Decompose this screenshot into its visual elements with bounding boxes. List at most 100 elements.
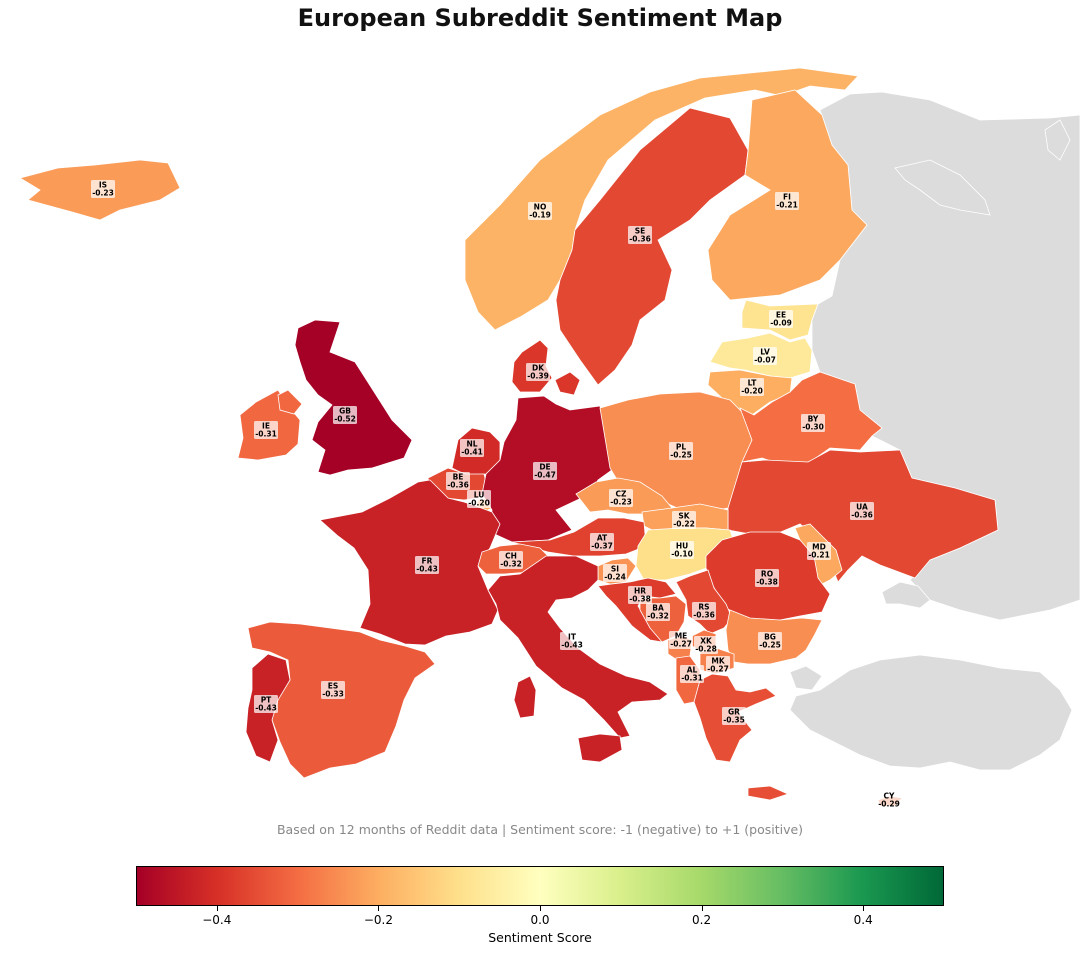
country-code: BG — [764, 633, 776, 642]
country-it[interactable] — [487, 555, 669, 763]
country-score: -0.36 — [629, 235, 651, 244]
colorbar-tick-label: 0.2 — [692, 913, 712, 927]
country-no[interactable] — [464, 67, 859, 331]
country-shape[interactable] — [747, 785, 790, 801]
colorbar-tick — [863, 906, 865, 911]
label-background — [758, 632, 782, 650]
country-label-si: SI-0.24 — [603, 564, 627, 582]
country-label-ua: UA-0.36 — [850, 502, 874, 520]
label-background — [91, 180, 115, 198]
country-label-me: ME-0.27 — [669, 631, 693, 649]
label-background — [628, 586, 652, 604]
country-label-bg: BG-0.25 — [758, 632, 782, 650]
country-score: -0.21 — [808, 551, 830, 560]
country-code: NL — [466, 440, 477, 449]
label-background — [669, 442, 693, 460]
country-score: -0.39 — [527, 372, 549, 381]
country-se[interactable] — [555, 107, 749, 386]
label-background — [850, 502, 874, 520]
country-score: -0.22 — [673, 520, 695, 529]
colorbar-tick — [701, 906, 703, 911]
country-label-ie: IE-0.31 — [254, 421, 278, 439]
no-data-region — [894, 159, 991, 216]
label-layer: IS-0.23NO-0.19SE-0.36FI-0.21EE-0.09LV-0.… — [91, 180, 901, 809]
label-background — [769, 310, 793, 328]
country-label-by: BY-0.30 — [801, 414, 825, 432]
country-code: BY — [808, 415, 819, 424]
country-score: -0.36 — [447, 481, 469, 490]
colorbar-tick — [216, 906, 218, 911]
no-data-land — [689, 91, 1080, 771]
country-score: -0.41 — [461, 448, 483, 457]
label-background — [533, 462, 557, 480]
label-background — [321, 681, 345, 699]
country-shape[interactable] — [513, 675, 537, 719]
country-score: -0.23 — [92, 189, 114, 198]
country-score: -0.20 — [741, 387, 763, 396]
country-label-fr: FR-0.43 — [415, 556, 439, 574]
country-label-ch: CH-0.32 — [499, 551, 523, 569]
no-data-region — [1044, 119, 1071, 161]
country-code: CZ — [616, 490, 628, 499]
country-code: IE — [262, 422, 270, 431]
country-score: -0.25 — [670, 451, 692, 460]
country-shape[interactable] — [319, 479, 501, 646]
country-label-pl: PL-0.25 — [669, 442, 693, 460]
country-label-be: BE-0.36 — [446, 472, 470, 490]
label-background — [775, 192, 799, 210]
country-score: -0.30 — [802, 423, 824, 432]
country-label-es: ES-0.33 — [321, 681, 345, 699]
country-score: -0.47 — [534, 471, 556, 480]
label-background — [460, 439, 484, 457]
country-label-lt: LT-0.20 — [740, 378, 764, 396]
country-shape[interactable] — [487, 555, 669, 739]
label-background — [333, 406, 357, 424]
country-shape[interactable] — [555, 107, 749, 386]
country-code: UA — [856, 503, 868, 512]
country-label-it: IT-0.43 — [560, 632, 584, 650]
country-layer — [18, 67, 999, 807]
country-gr[interactable] — [693, 673, 790, 801]
country-code: PT — [261, 696, 272, 705]
colorbar-label: Sentiment Score — [488, 930, 592, 945]
country-score: -0.27 — [670, 640, 692, 649]
country-code: HU — [676, 542, 688, 551]
country-shape[interactable] — [294, 319, 413, 476]
label-background — [722, 707, 746, 725]
label-background — [753, 347, 777, 365]
country-label-se: SE-0.36 — [628, 226, 652, 244]
country-code: GB — [339, 407, 351, 416]
country-code: LV — [760, 348, 770, 357]
country-fr[interactable] — [319, 479, 501, 646]
colorbar-tick — [378, 906, 380, 911]
country-score: -0.43 — [416, 565, 438, 574]
country-score: -0.38 — [756, 578, 778, 587]
label-background — [590, 533, 614, 551]
country-code: XK — [700, 637, 713, 646]
country-code: AL — [687, 666, 698, 675]
country-code: LU — [474, 491, 485, 500]
country-code: RO — [761, 570, 773, 579]
country-score: -0.09 — [770, 319, 792, 328]
country-shape[interactable] — [577, 733, 623, 763]
country-score: -0.24 — [604, 573, 626, 582]
country-code: SI — [611, 565, 619, 574]
label-background — [692, 602, 716, 620]
country-gb[interactable] — [294, 319, 413, 476]
country-score: -0.21 — [776, 201, 798, 210]
country-shape[interactable] — [554, 371, 581, 396]
label-background — [560, 632, 584, 650]
country-code: MK — [711, 657, 725, 666]
country-label-ba: BA-0.32 — [646, 603, 670, 621]
country-label-gb: GB-0.52 — [333, 406, 357, 424]
country-code: EE — [776, 311, 786, 320]
label-background — [801, 414, 825, 432]
country-code: PL — [676, 443, 686, 452]
country-label-xk: XK-0.28 — [694, 636, 718, 654]
label-background — [646, 603, 670, 621]
country-shape[interactable] — [464, 67, 859, 331]
country-score: -0.20 — [468, 499, 490, 508]
country-shape[interactable] — [277, 389, 303, 415]
label-background — [254, 695, 278, 713]
map-title: European Subreddit Sentiment Map — [297, 4, 783, 32]
